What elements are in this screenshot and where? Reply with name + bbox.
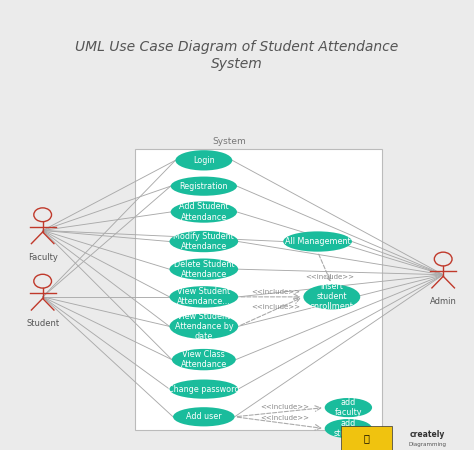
Text: Student: Student bbox=[26, 320, 59, 328]
Ellipse shape bbox=[303, 284, 360, 310]
Text: <<include>>: <<include>> bbox=[251, 304, 300, 310]
Text: add
faculty: add faculty bbox=[335, 398, 362, 417]
Text: View Student
Attendance by
date: View Student Attendance by date bbox=[174, 312, 233, 341]
Text: <<include>>: <<include>> bbox=[260, 415, 309, 421]
Ellipse shape bbox=[169, 231, 238, 252]
Text: Delete Student
Attendance: Delete Student Attendance bbox=[173, 260, 234, 279]
Text: <<include>>: <<include>> bbox=[260, 404, 309, 410]
Ellipse shape bbox=[171, 201, 237, 223]
Text: Insert
student
enrollment: Insert student enrollment bbox=[310, 282, 354, 311]
Text: Faculty: Faculty bbox=[27, 253, 58, 262]
Ellipse shape bbox=[169, 379, 238, 399]
Text: add
student: add student bbox=[333, 419, 364, 438]
Text: All Management: All Management bbox=[285, 237, 350, 246]
Text: System: System bbox=[212, 137, 246, 146]
Ellipse shape bbox=[172, 349, 236, 370]
Text: Add Student
Attendance: Add Student Attendance bbox=[179, 202, 228, 221]
Text: Modify Student
Attendance: Modify Student Attendance bbox=[173, 232, 234, 251]
Ellipse shape bbox=[283, 231, 352, 252]
Ellipse shape bbox=[169, 314, 238, 339]
Text: View Student
Attendance...: View Student Attendance... bbox=[177, 288, 231, 306]
Ellipse shape bbox=[173, 407, 235, 427]
Text: Admin: Admin bbox=[430, 297, 456, 306]
Text: Registration: Registration bbox=[180, 182, 228, 191]
Ellipse shape bbox=[175, 150, 232, 171]
Text: <<include>>: <<include>> bbox=[305, 274, 354, 280]
Ellipse shape bbox=[169, 286, 238, 307]
FancyBboxPatch shape bbox=[135, 149, 382, 430]
Text: View Class
Attendance: View Class Attendance bbox=[181, 350, 227, 369]
Ellipse shape bbox=[171, 176, 237, 196]
Text: <<include>>: <<include>> bbox=[251, 289, 300, 296]
Ellipse shape bbox=[325, 398, 372, 417]
Ellipse shape bbox=[325, 419, 372, 438]
Text: UML Use Case Diagram of Student Attendance
System: UML Use Case Diagram of Student Attendan… bbox=[75, 40, 399, 71]
Text: Change password: Change password bbox=[168, 385, 239, 394]
Text: Add user: Add user bbox=[186, 412, 222, 421]
Ellipse shape bbox=[169, 258, 238, 280]
Text: Login: Login bbox=[193, 156, 215, 165]
